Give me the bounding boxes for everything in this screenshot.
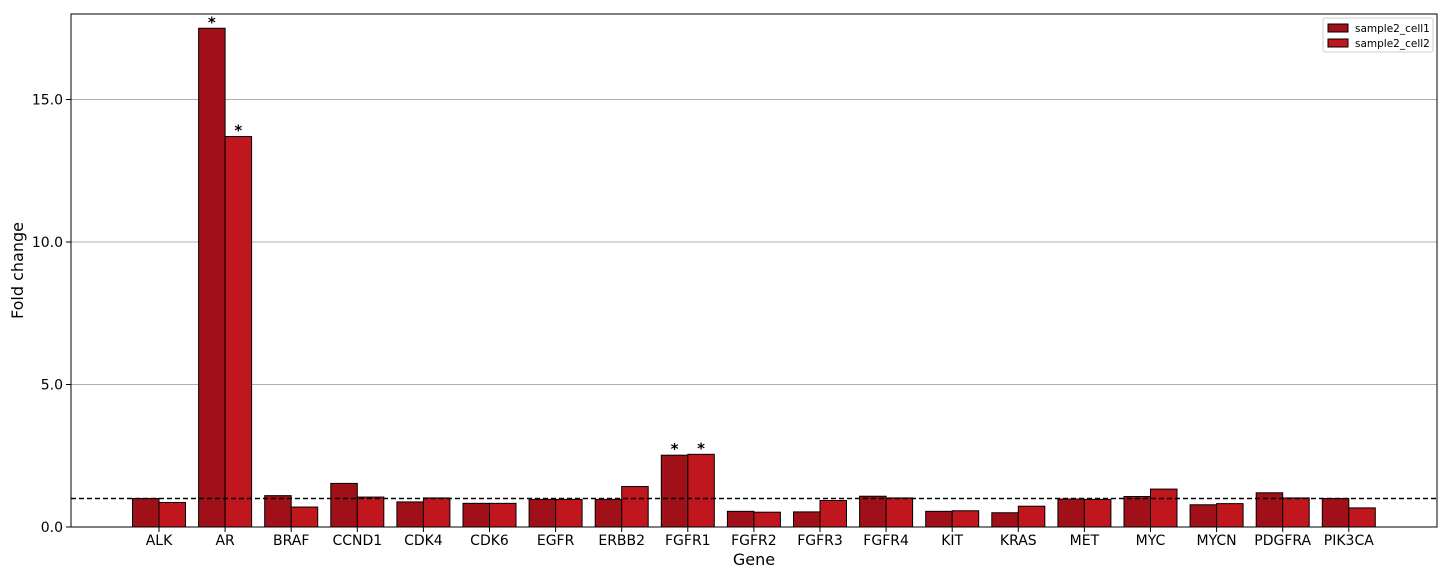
- bar-erbb2-sample2-cell2: [621, 486, 649, 528]
- x-tick-label: CCND1: [332, 533, 382, 549]
- x-tick-label: CDK4: [404, 533, 443, 549]
- bar-egfr-sample2-cell1: [528, 498, 557, 528]
- bar-mycn-sample2-cell1: [1189, 504, 1218, 528]
- plot-frame: [70, 13, 1438, 528]
- x-tick-label: CDK6: [470, 533, 509, 549]
- bar-pdgfra-sample2-cell1: [1255, 492, 1284, 528]
- x-tick-label: MET: [1070, 533, 1100, 549]
- bar-pdgfra-sample2-cell2: [1282, 497, 1310, 528]
- bars: [132, 27, 1376, 528]
- bar-ar-sample2-cell1: [198, 27, 226, 528]
- bar-egfr-sample2-cell2: [555, 498, 583, 528]
- bar-ccnd1-sample2-cell2: [356, 496, 385, 528]
- bar-fgfr3-sample2-cell1: [793, 511, 821, 528]
- bar-fgfr3-sample2-cell2: [819, 499, 847, 528]
- bar-cdk6-sample2-cell1: [462, 502, 490, 528]
- x-tick-label: ALK: [146, 533, 173, 549]
- y-tick-label: 10.0: [32, 235, 63, 251]
- y-axis-ticks: 0.0 5.0 10.0 15.0: [32, 93, 71, 536]
- legend-box: [1322, 17, 1434, 53]
- significance-star: *: [234, 122, 242, 140]
- bar-met-sample2-cell1: [1057, 498, 1085, 528]
- bar-braf-sample2-cell1: [264, 495, 292, 528]
- bar-alk-sample2-cell1: [132, 498, 160, 528]
- bar-cdk4-sample2-cell1: [396, 501, 424, 528]
- significance-star: *: [671, 440, 679, 458]
- x-tick-label: AR: [215, 533, 235, 549]
- bar-alk-sample2-cell2: [158, 501, 186, 528]
- x-tick-label: FGFR1: [665, 533, 711, 549]
- significance-star: *: [697, 439, 705, 457]
- bar-kras-sample2-cell2: [1017, 505, 1046, 528]
- bar-mycn-sample2-cell2: [1216, 503, 1244, 528]
- legend-swatch: [1327, 38, 1349, 48]
- bar-fgfr2-sample2-cell1: [726, 510, 755, 528]
- x-tick-label: FGFR4: [863, 533, 909, 549]
- bar-cdk4-sample2-cell2: [422, 497, 451, 528]
- bar-erbb2-sample2-cell1: [594, 498, 623, 528]
- x-tick-label: PIK3CA: [1324, 533, 1374, 549]
- x-tick-label: BRAF: [273, 533, 309, 549]
- x-tick-label: MYCN: [1197, 533, 1237, 549]
- bar-ccnd1-sample2-cell1: [330, 482, 358, 528]
- bar-fgfr4-sample2-cell1: [859, 495, 887, 528]
- x-tick-label: ERBB2: [598, 533, 645, 549]
- x-tick-label: KRAS: [1000, 533, 1037, 549]
- legend-swatch: [1327, 23, 1349, 33]
- bar-kit-sample2-cell1: [925, 510, 953, 528]
- x-tick-label: MYC: [1136, 533, 1166, 549]
- bar-myc-sample2-cell2: [1150, 488, 1178, 528]
- bar-braf-sample2-cell2: [290, 506, 319, 528]
- legend: sample2_cell1 sample2_cell2: [1322, 17, 1434, 53]
- x-tick-label: PDGFRA: [1254, 533, 1311, 549]
- x-axis-label: Gene: [733, 550, 775, 569]
- x-tick-label: KIT: [941, 533, 963, 549]
- bar-kit-sample2-cell2: [951, 510, 980, 528]
- bar-cdk6-sample2-cell2: [489, 502, 517, 528]
- y-axis-label: Fold change: [8, 222, 27, 319]
- y-tick-label: 5.0: [41, 378, 63, 394]
- bar-ar-sample2-cell2: [224, 136, 253, 528]
- significance-star: *: [208, 13, 216, 31]
- x-tick-label: FGFR2: [731, 533, 777, 549]
- bar-fgfr1-sample2-cell1: [660, 454, 689, 528]
- x-tick-label: FGFR3: [797, 533, 843, 549]
- x-tick-label: EGFR: [537, 533, 575, 549]
- bar-myc-sample2-cell1: [1123, 496, 1151, 528]
- bar-fgfr4-sample2-cell2: [885, 497, 914, 528]
- legend-label: sample2_cell2: [1355, 38, 1430, 50]
- legend-label: sample2_cell1: [1355, 23, 1430, 35]
- y-tick-label: 0.0: [41, 520, 63, 536]
- x-axis-ticks: ALK AR BRAF CCND1 CDK4 CDK6 EGFR ERBB2 FGFR1 FGFR…: [146, 527, 1374, 549]
- bar-fgfr1-sample2-cell2: [687, 453, 715, 528]
- significance-markers: * * * *: [208, 13, 705, 458]
- bar-pik3ca-sample2-cell1: [1321, 498, 1350, 528]
- bar-met-sample2-cell2: [1083, 498, 1112, 528]
- bar-kras-sample2-cell1: [991, 512, 1019, 528]
- bar-pik3ca-sample2-cell2: [1348, 507, 1376, 528]
- bar-fgfr2-sample2-cell2: [753, 511, 781, 528]
- grid-lines: [71, 99, 1437, 385]
- y-tick-label: 15.0: [32, 93, 63, 109]
